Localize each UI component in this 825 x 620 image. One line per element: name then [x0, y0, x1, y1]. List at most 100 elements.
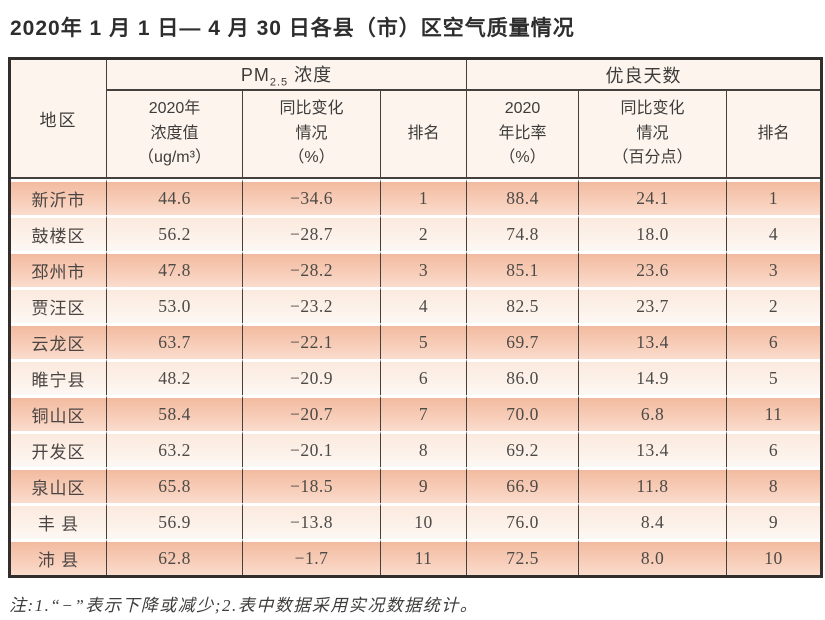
- cell-ratio: 76.0: [467, 503, 580, 539]
- pm25-label-subscript: 2.5: [269, 76, 289, 89]
- cell-pm-rank: 2: [381, 215, 468, 251]
- cell-region: 丰 县: [11, 503, 107, 539]
- cell-pm-value: 58.4: [107, 395, 243, 431]
- cell-ratio-rank: 11: [727, 395, 821, 431]
- cell-ratio-rank: 2: [727, 287, 821, 323]
- table-row: 贾汪区 53.0 −23.2 4 82.5 23.7 2: [11, 287, 821, 323]
- cell-ratio-rank: 5: [727, 359, 821, 395]
- cell-ratio: 86.0: [467, 359, 580, 395]
- air-quality-table: 地区 PM2.5 浓度 优良天数 2020年 浓度值 （ug/m³） 同比变化 …: [8, 57, 824, 578]
- cell-region: 泉山区: [11, 467, 107, 503]
- cell-pm-change: −22.1: [243, 323, 381, 359]
- table-row: 鼓楼区 56.2 −28.7 2 74.8 18.0 4: [11, 215, 821, 251]
- table-row: 云龙区 63.7 −22.1 5 69.7 13.4 6: [11, 323, 821, 359]
- cell-ratio: 74.8: [467, 215, 580, 251]
- table-row: 铜山区 58.4 −20.7 7 70.0 6.8 11: [11, 395, 821, 431]
- cell-region: 开发区: [11, 431, 107, 467]
- cell-region: 新沂市: [11, 179, 107, 215]
- cell-pm-value: 56.9: [107, 503, 243, 539]
- cell-ratio-change: 14.9: [579, 359, 728, 395]
- cell-ratio-change: 23.7: [579, 287, 728, 323]
- cell-pm-change: −28.7: [243, 215, 381, 251]
- col-header-region: 地区: [11, 60, 107, 179]
- table-row: 丰 县 56.9 −13.8 10 76.0 8.4 9: [11, 503, 821, 539]
- cell-pm-rank: 4: [381, 287, 468, 323]
- footnote: 注:1.“−”表示下降或减少;2.表中数据采用实况数据统计。: [9, 596, 479, 615]
- cell-ratio-rank: 1: [727, 179, 821, 215]
- cell-pm-rank: 1: [381, 179, 468, 215]
- cell-pm-value: 56.2: [107, 215, 243, 251]
- cell-pm-value: 65.8: [107, 467, 243, 503]
- cell-ratio-change: 6.8: [579, 395, 728, 431]
- cell-pm-value: 62.8: [107, 539, 243, 575]
- cell-region: 贾汪区: [11, 287, 107, 323]
- cell-pm-change: −20.9: [243, 359, 381, 395]
- cell-region: 云龙区: [11, 323, 107, 359]
- col-group-pm25: PM2.5 浓度: [107, 60, 468, 91]
- cell-ratio-change: 13.4: [579, 431, 728, 467]
- page-title: 2020年 1 月 1 日— 4 月 30 日各县（市）区空气质量情况: [10, 17, 575, 40]
- cell-region: 鼓楼区: [11, 215, 107, 251]
- cell-pm-rank: 9: [381, 467, 468, 503]
- cell-ratio-rank: 6: [727, 323, 821, 359]
- cell-pm-rank: 8: [381, 431, 468, 467]
- cell-ratio: 82.5: [467, 287, 580, 323]
- cell-ratio-rank: 8: [727, 467, 821, 503]
- cell-region: 铜山区: [11, 395, 107, 431]
- cell-ratio-change: 18.0: [579, 215, 728, 251]
- cell-pm-rank: 5: [381, 323, 468, 359]
- cell-region: 沛 县: [11, 539, 107, 575]
- cell-ratio-change: 8.0: [579, 539, 728, 575]
- cell-ratio-rank: 9: [727, 503, 821, 539]
- pm25-label-suffix: 浓度: [288, 64, 333, 85]
- pm25-label-prefix: PM: [240, 64, 270, 85]
- table-row: 泉山区 65.8 −18.5 9 66.9 11.8 8: [11, 467, 821, 503]
- cell-pm-value: 47.8: [107, 251, 243, 287]
- table-row: 睢宁县 48.2 −20.9 6 86.0 14.9 5: [11, 359, 821, 395]
- cell-region: 睢宁县: [11, 359, 107, 395]
- cell-pm-value: 53.0: [107, 287, 243, 323]
- table-row: 沛 县 62.8 −1.7 11 72.5 8.0 10: [11, 539, 821, 575]
- cell-pm-change: −23.2: [243, 287, 381, 323]
- cell-ratio-change: 11.8: [579, 467, 728, 503]
- table-row: 新沂市 44.6 −34.6 1 88.4 24.1 1: [11, 179, 821, 215]
- cell-region: 邳州市: [11, 251, 107, 287]
- cell-ratio: 66.9: [467, 467, 580, 503]
- cell-pm-rank: 7: [381, 395, 468, 431]
- cell-pm-change: −20.1: [243, 431, 381, 467]
- cell-pm-change: −13.8: [243, 503, 381, 539]
- cell-ratio: 69.7: [467, 323, 580, 359]
- cell-ratio-rank: 4: [727, 215, 821, 251]
- table-row: 开发区 63.2 −20.1 8 69.2 13.4 6: [11, 431, 821, 467]
- cell-pm-value: 63.7: [107, 323, 243, 359]
- col-group-good-days: 优良天数: [467, 60, 821, 91]
- cell-pm-rank: 6: [381, 359, 468, 395]
- col-header-ratio-change: 同比变化 情况 （百分点）: [579, 91, 728, 179]
- cell-pm-rank: 3: [381, 251, 468, 287]
- cell-ratio-change: 23.6: [579, 251, 728, 287]
- col-header-pm-rank: 排名: [381, 91, 468, 179]
- cell-pm-change: −28.2: [243, 251, 381, 287]
- table-row: 邳州市 47.8 −28.2 3 85.1 23.6 3: [11, 251, 821, 287]
- col-header-pm-value: 2020年 浓度值 （ug/m³）: [107, 91, 243, 179]
- cell-pm-value: 44.6: [107, 179, 243, 215]
- cell-pm-value: 63.2: [107, 431, 243, 467]
- cell-ratio: 88.4: [467, 179, 580, 215]
- cell-ratio-change: 13.4: [579, 323, 728, 359]
- cell-pm-rank: 10: [381, 503, 468, 539]
- cell-pm-change: −18.5: [243, 467, 381, 503]
- cell-ratio: 72.5: [467, 539, 580, 575]
- cell-ratio-change: 8.4: [579, 503, 728, 539]
- col-header-ratio-rank: 排名: [727, 91, 821, 179]
- table-header: 地区 PM2.5 浓度 优良天数 2020年 浓度值 （ug/m³） 同比变化 …: [11, 60, 821, 179]
- col-header-ratio: 2020 年比率 （%）: [467, 91, 580, 179]
- cell-ratio-rank: 10: [727, 539, 821, 575]
- cell-pm-change: −34.6: [243, 179, 381, 215]
- cell-ratio-rank: 3: [727, 251, 821, 287]
- cell-ratio: 70.0: [467, 395, 580, 431]
- cell-pm-change: −1.7: [243, 539, 381, 575]
- cell-ratio-rank: 6: [727, 431, 821, 467]
- col-header-pm-change: 同比变化 情况 （%）: [243, 91, 381, 179]
- cell-pm-rank: 11: [381, 539, 468, 575]
